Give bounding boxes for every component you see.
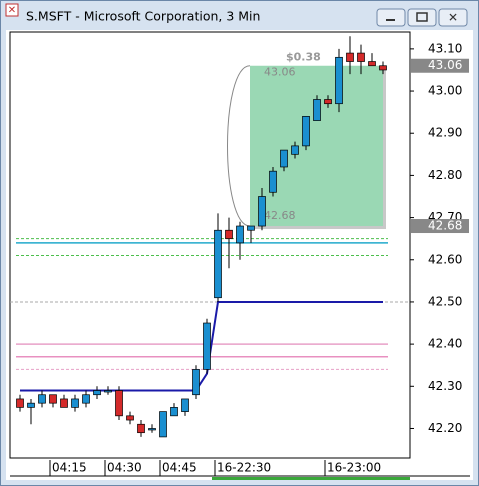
price-marker-label: 42.68: [428, 219, 462, 233]
candle-body: [137, 423, 145, 434]
price-marker-label: 43.06: [428, 58, 462, 72]
candle-body: [247, 225, 255, 231]
y-tick-label: 42.30: [428, 379, 462, 393]
candle-body: [203, 322, 211, 370]
candle-body: [214, 229, 222, 299]
y-tick-label: 42.60: [428, 252, 462, 266]
candle-body: [379, 65, 387, 71]
y-tick-label: 42.90: [428, 126, 462, 140]
candle-body: [115, 390, 123, 417]
x-tick-label: 04:30: [107, 461, 142, 475]
candle-body: [170, 407, 178, 417]
measure-change-label: $0.38: [286, 51, 321, 64]
candle-body: [192, 369, 200, 396]
candle-body: [280, 149, 288, 168]
y-tick-label: 42.40: [428, 337, 462, 351]
app-icon: [5, 3, 19, 17]
session-bar: [212, 477, 410, 480]
candle-body: [335, 56, 343, 105]
measure-arc: [227, 65, 251, 227]
window-title: S.MSFT - Microsoft Corporation, 3 Min: [26, 9, 260, 24]
measure-box: [250, 65, 383, 227]
candle-body: [313, 99, 321, 121]
y-tick-label: 43.00: [428, 84, 462, 98]
price-marker: [411, 219, 469, 234]
candle-body: [27, 402, 35, 408]
candle-body: [236, 225, 244, 244]
candle-body: [60, 398, 68, 408]
x-tick-label: 04:45: [162, 461, 197, 475]
candle-body: [159, 411, 167, 438]
trend-line: [20, 300, 383, 392]
price-marker: [411, 58, 469, 73]
plot: 42.2042.3042.4042.5042.6042.7042.8042.90…: [10, 36, 469, 476]
y-tick-label: 42.20: [428, 421, 462, 435]
candle-body: [291, 145, 299, 155]
candle-body: [49, 394, 57, 404]
app-icon-glyph: ✕: [8, 5, 16, 16]
x-tick-label: 16-23:00: [327, 461, 381, 475]
close-icon: ✕: [448, 11, 458, 25]
candle-body: [368, 61, 376, 67]
maximize-button[interactable]: [407, 8, 437, 27]
candle-body: [324, 99, 332, 105]
candle-body: [93, 390, 101, 396]
candle-body: [357, 52, 365, 62]
candle-body: [181, 398, 189, 412]
measure-to-label: 43.06: [264, 66, 296, 79]
candle-body: [148, 428, 156, 431]
candle-body: [104, 390, 112, 393]
candle-body: [258, 196, 266, 227]
x-tick-label: 16-22:30: [217, 461, 271, 475]
maximize-icon: [416, 12, 428, 22]
candle-body: [16, 398, 24, 408]
candle-body: [82, 394, 90, 404]
candle-body: [71, 398, 79, 408]
y-tick-label: 42.80: [428, 168, 462, 182]
candle-body: [302, 116, 310, 147]
candle-body: [269, 170, 277, 193]
candle-body: [346, 52, 354, 62]
candle-body: [126, 415, 134, 421]
candle-body: [38, 394, 46, 404]
y-tick-label: 43.10: [428, 41, 462, 55]
close-button[interactable]: [438, 8, 468, 27]
measure-from-label: 42.68: [264, 209, 296, 222]
y-tick-label: 42.50: [428, 294, 462, 308]
x-tick-label: 04:15: [52, 461, 87, 475]
minimize-button[interactable]: [376, 8, 406, 27]
candle-body: [225, 229, 233, 240]
